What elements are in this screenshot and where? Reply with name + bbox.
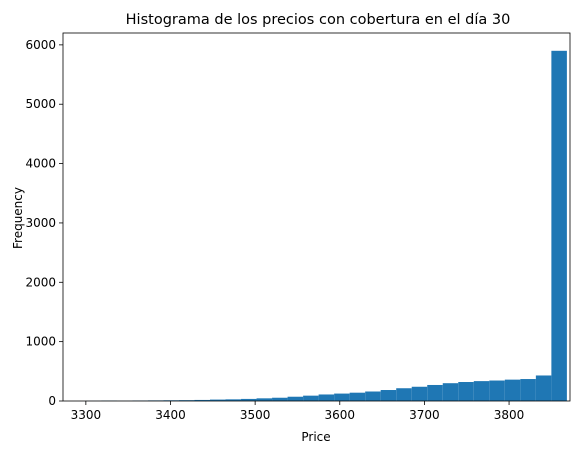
x-tick-label: 3800 [494,408,525,422]
y-tick-label: 2000 [25,275,56,289]
histogram-bar [241,398,257,401]
x-tick-label: 3700 [409,408,440,422]
y-tick-label: 5000 [25,97,56,111]
x-tick-label: 3600 [325,408,356,422]
histogram-bar [194,399,210,401]
histogram-bar [287,396,304,401]
histogram-bar [349,392,366,401]
histogram-bar [334,393,350,401]
y-tick-label: 0 [48,394,56,408]
y-axis-label: Frequency [11,187,25,249]
x-tick-label: 3400 [155,408,186,422]
plot-area [85,50,567,401]
histogram-bar [365,391,381,401]
histogram-bar [303,395,319,401]
histogram-bar [551,50,567,401]
axes-frame [62,32,571,402]
histogram-bar [442,383,459,401]
x-tick-label: 3500 [240,408,271,422]
histogram-bar [256,398,273,401]
histogram-bar [427,384,443,401]
histogram-bar [396,388,412,401]
y-tick-label: 3000 [25,216,56,230]
histogram-bar [520,379,536,401]
histogram-bar [318,394,335,401]
x-axis: 3300 3400 3500 3600 3700 3800 [71,401,525,422]
histogram-bar [380,390,397,401]
histogram-bar [178,400,195,401]
y-tick-label: 4000 [25,157,56,171]
y-tick-label: 1000 [25,335,56,349]
y-axis: 0 1000 2000 3000 4000 5000 6000 [25,38,63,408]
y-tick-label: 6000 [25,38,56,52]
histogram-bar [209,399,226,401]
histogram-bar [504,379,521,401]
chart-title: Histograma de los precios con cobertura … [126,12,511,28]
x-tick-label: 3300 [71,408,102,422]
histogram-bar [535,375,552,401]
histogram-bar [272,397,288,401]
histogram-bar [411,386,428,401]
histogram-bar [225,399,242,401]
x-axis-label: Price [301,430,330,444]
histogram-bar [473,381,490,401]
histogram-bar [489,380,505,401]
histogram-bar [458,382,474,401]
